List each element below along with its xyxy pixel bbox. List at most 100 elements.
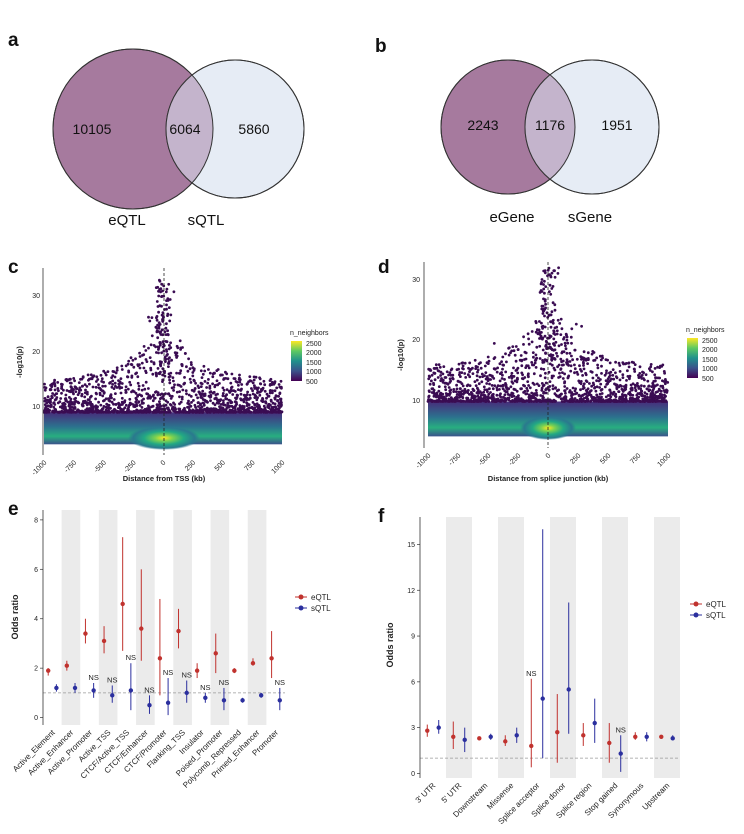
scatter-point (626, 369, 629, 373)
scatter-point (539, 367, 543, 371)
scatter-point (606, 382, 609, 385)
scatter-point (562, 397, 565, 401)
scatter-point (154, 286, 158, 289)
scatter-point (91, 407, 95, 410)
scatter-point (551, 384, 555, 387)
scatter-point (483, 394, 487, 397)
scatter-point (452, 388, 456, 391)
scatter-point (493, 356, 497, 359)
scatter-point (605, 369, 608, 373)
scatter-point (83, 401, 87, 405)
scatter-point (203, 394, 207, 397)
scatter-point (263, 389, 267, 393)
scatter-point (645, 387, 649, 391)
scatter-point (100, 377, 104, 381)
point-estimate (592, 720, 597, 726)
scatter-point (625, 362, 628, 365)
scatter-point (485, 382, 489, 385)
scatter-point (138, 393, 141, 396)
scatter-point (609, 391, 613, 395)
scatter-point (553, 303, 557, 307)
scatter-point (89, 373, 93, 377)
scatter-point (654, 384, 657, 388)
scatter-point (85, 390, 89, 394)
scatter-point (259, 382, 262, 385)
point-estimate (128, 688, 134, 693)
category-band (550, 517, 576, 778)
scatter-point (190, 363, 193, 366)
scatter-xtick: -250 (508, 452, 523, 467)
venn-b-right-value: 1951 (601, 117, 632, 133)
scatter-point (193, 403, 197, 407)
scatter-point (553, 344, 556, 347)
scatter-point (269, 389, 272, 392)
forest-ytick: 15 (407, 542, 415, 549)
scatter-point (473, 394, 476, 398)
scatter-point (124, 391, 128, 394)
scatter-point (142, 353, 146, 356)
scatter-point (427, 377, 431, 381)
scatter-point (230, 372, 234, 376)
scatter-point (64, 397, 68, 400)
scatter-point (650, 385, 654, 388)
scatter-point (187, 403, 191, 406)
scatter-point (153, 396, 156, 400)
scatter-point (560, 392, 563, 396)
scatter-point (543, 271, 547, 275)
scatter-point (275, 386, 279, 390)
scatter-point (519, 399, 523, 402)
scatter-point (222, 377, 226, 380)
scatter-point (524, 399, 527, 403)
scatter-point (656, 396, 660, 399)
scatter-point (579, 382, 583, 386)
scatter-point (461, 367, 464, 370)
scatter-point (663, 382, 667, 386)
scatter-point (452, 390, 456, 393)
scatter-point (658, 366, 661, 369)
scatter-point (531, 363, 534, 367)
scatter-point (156, 367, 160, 370)
scatter-xtick: 750 (629, 452, 642, 465)
scatter-point (500, 377, 504, 380)
scatter-point (541, 304, 545, 308)
scatter-point (512, 387, 516, 391)
scatter-point (479, 366, 483, 370)
scatter-point (111, 383, 114, 386)
scatter-point (624, 387, 628, 391)
scatter-xtick: -250 (123, 459, 138, 474)
scatter-point (155, 315, 159, 318)
scatter-point (595, 379, 598, 383)
scatter-point (157, 310, 161, 314)
scatter-point (503, 400, 506, 403)
scatter-point (637, 376, 641, 379)
scatter-point (468, 370, 471, 374)
scatter-point (273, 410, 277, 414)
scatter-point (574, 387, 577, 391)
scatter-point (604, 395, 608, 399)
scatter-point (526, 389, 529, 393)
scatter-point (462, 399, 466, 403)
scatter-point (468, 384, 472, 387)
scatter-point (114, 384, 117, 388)
scatter-point (157, 326, 161, 330)
scatter-point (207, 378, 210, 381)
scatter-point (117, 404, 121, 408)
scatter-point (164, 290, 168, 294)
scatter-point (584, 357, 588, 361)
scatter-c-legend-level: 1500 (306, 360, 322, 367)
scatter-point (645, 392, 649, 396)
forest-ytick: 3 (411, 725, 415, 732)
scatter-point (519, 387, 523, 391)
scatter-point (566, 341, 570, 345)
scatter-point (97, 386, 101, 390)
scatter-point (134, 372, 138, 376)
scatter-point (638, 372, 642, 375)
scatter-point (530, 330, 534, 333)
scatter-point (175, 344, 179, 348)
scatter-point (591, 376, 595, 380)
scatter-point (549, 325, 553, 329)
scatter-point (589, 370, 593, 373)
scatter-point (540, 386, 544, 390)
scatter-c-legend-level: 2000 (306, 350, 322, 357)
scatter-point (83, 395, 87, 399)
